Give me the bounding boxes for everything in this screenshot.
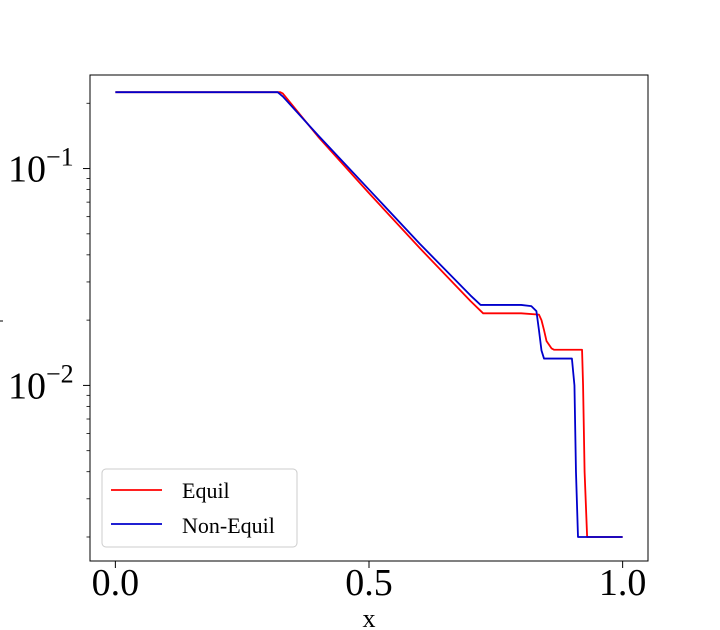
x-axis-label: x: [363, 604, 376, 630]
y-minor-ticks: [86, 102, 90, 538]
legend: Equil Non-Equil: [101, 468, 298, 548]
series-line-equil: [115, 91, 623, 538]
y-tick-label: 10−1: [8, 143, 74, 191]
x-tick-label: 0.5: [345, 562, 393, 604]
y-tick-label: 10−2: [8, 359, 74, 407]
series-line-non-equil: [115, 91, 623, 538]
legend-label-non-equil: Non-Equil: [182, 513, 275, 538]
y-major-ticks: 10−1 10−2: [8, 143, 90, 407]
x-tick-label: 0.0: [92, 562, 140, 604]
x-ticks: 0.0 0.5 1.0: [92, 561, 647, 604]
plot-frame: [89, 74, 649, 562]
plot-lines: [115, 91, 623, 538]
x-tick-label: 1.0: [599, 562, 647, 604]
legend-box: [101, 468, 298, 548]
legend-label-equil: Equil: [182, 478, 230, 503]
